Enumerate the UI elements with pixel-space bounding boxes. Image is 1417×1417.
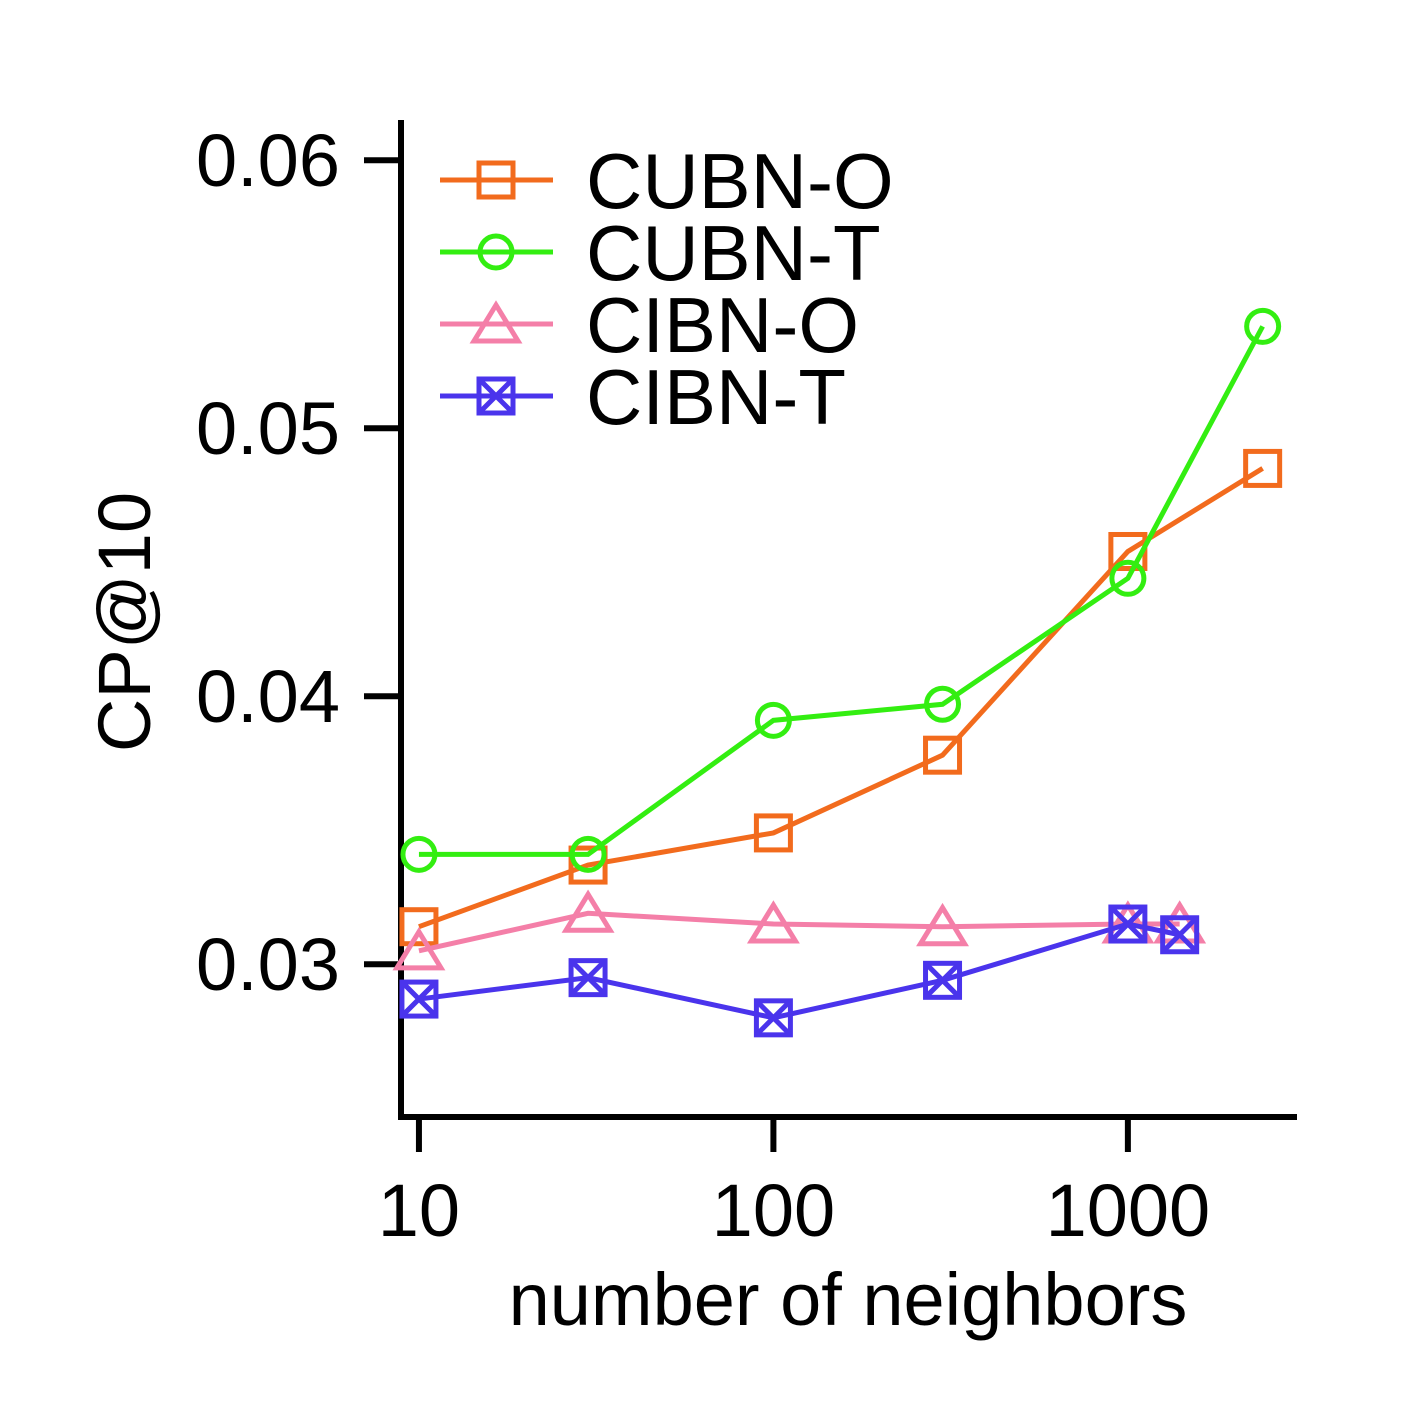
data-point-cubn-o bbox=[399, 907, 439, 947]
legend-item-cubn-o: CUBN-O bbox=[440, 137, 894, 225]
legend-label: CUBN-T bbox=[586, 209, 881, 297]
legend-marker-cibn-t-cross-b bbox=[477, 377, 515, 415]
data-point-cibn-t bbox=[1108, 904, 1148, 944]
data-point-cibn-t bbox=[753, 998, 793, 1038]
series-cibn-o bbox=[392, 889, 1207, 971]
data-point-cubn-t bbox=[924, 685, 962, 723]
y-tick-label: 0.05 bbox=[196, 387, 340, 470]
data-point-cibn-t-box bbox=[923, 960, 963, 1000]
legend-item-cibn-t: CIBN-T bbox=[440, 353, 846, 441]
data-point-cubn-t bbox=[1244, 307, 1282, 345]
data-point-cubn-o bbox=[568, 845, 608, 885]
legend-marker-cibn-t bbox=[476, 376, 516, 416]
series-group bbox=[392, 307, 1283, 1038]
data-point-cibn-t bbox=[1160, 915, 1200, 955]
data-point-cibn-t-cross-b bbox=[569, 958, 607, 997]
data-point-cibn-t bbox=[399, 979, 439, 1019]
data-point-cubn-t bbox=[569, 835, 607, 873]
data-point-cibn-t-box bbox=[1160, 915, 1200, 955]
data-point-cubn-t bbox=[400, 835, 438, 873]
data-point-cubn-o bbox=[923, 735, 963, 775]
data-point-cibn-o bbox=[746, 900, 800, 944]
series-line-cubn-o bbox=[418, 466, 1264, 930]
data-point-cubn-o bbox=[1243, 448, 1283, 488]
y-tick-label: 0.06 bbox=[196, 119, 340, 202]
data-point-cubn-t bbox=[1109, 559, 1147, 597]
data-point-cibn-t-cross-b bbox=[923, 961, 962, 1000]
data-point-cubn-o bbox=[753, 813, 793, 853]
series-cubn-o bbox=[399, 448, 1283, 947]
data-point-cibn-t bbox=[923, 960, 963, 1000]
series-line-cibn-t bbox=[418, 921, 1181, 1021]
x-tick-label: 1000 bbox=[1046, 1169, 1211, 1252]
data-point-cibn-o bbox=[561, 889, 615, 933]
data-point-cibn-t-box bbox=[1108, 904, 1148, 944]
legend-marker-cubn-t bbox=[477, 233, 515, 271]
data-point-cibn-o bbox=[392, 927, 446, 971]
legend-item-cibn-o: CIBN-O bbox=[440, 281, 859, 369]
x-ticks: 10 100 1000 bbox=[378, 1117, 1210, 1252]
legend-label: CIBN-O bbox=[586, 281, 859, 369]
legend-item-cubn-t: CUBN-T bbox=[440, 209, 881, 297]
data-point-cibn-t-cross-b bbox=[1160, 915, 1199, 954]
data-point-cibn-t-cross-b bbox=[1109, 905, 1147, 943]
y-ticks: 0.03 0.04 0.05 0.06 bbox=[196, 119, 401, 1006]
series-line-cubn-t bbox=[418, 325, 1265, 857]
data-point-cubn-t bbox=[754, 701, 792, 739]
x-tick-label: 10 bbox=[378, 1169, 460, 1252]
data-point-cibn-t-cross-b bbox=[754, 999, 793, 1037]
y-axis-title: CP@10 bbox=[83, 492, 166, 752]
legend-marker-cibn-t-box bbox=[476, 376, 516, 416]
data-point-cibn-t-cross-b bbox=[400, 980, 438, 1018]
x-axis-title: number of neighbors bbox=[509, 1258, 1188, 1341]
legend-label: CIBN-T bbox=[586, 353, 846, 441]
legend-label: CUBN-O bbox=[586, 137, 894, 225]
data-point-cibn-t-box bbox=[399, 979, 439, 1019]
data-point-cibn-t bbox=[568, 958, 608, 998]
axes bbox=[398, 120, 1297, 1120]
data-point-cibn-o bbox=[916, 902, 969, 947]
data-point-cibn-t-box bbox=[568, 958, 608, 998]
legend-marker-cubn-o bbox=[476, 160, 516, 200]
y-tick-label: 0.03 bbox=[196, 923, 340, 1006]
series-cibn-t bbox=[399, 904, 1200, 1038]
legend-marker-cibn-o bbox=[469, 300, 523, 344]
series-cubn-t bbox=[400, 307, 1282, 873]
y-tick-label: 0.04 bbox=[196, 655, 340, 738]
x-tick-label: 100 bbox=[712, 1169, 835, 1252]
data-point-cibn-t-box bbox=[753, 998, 793, 1038]
